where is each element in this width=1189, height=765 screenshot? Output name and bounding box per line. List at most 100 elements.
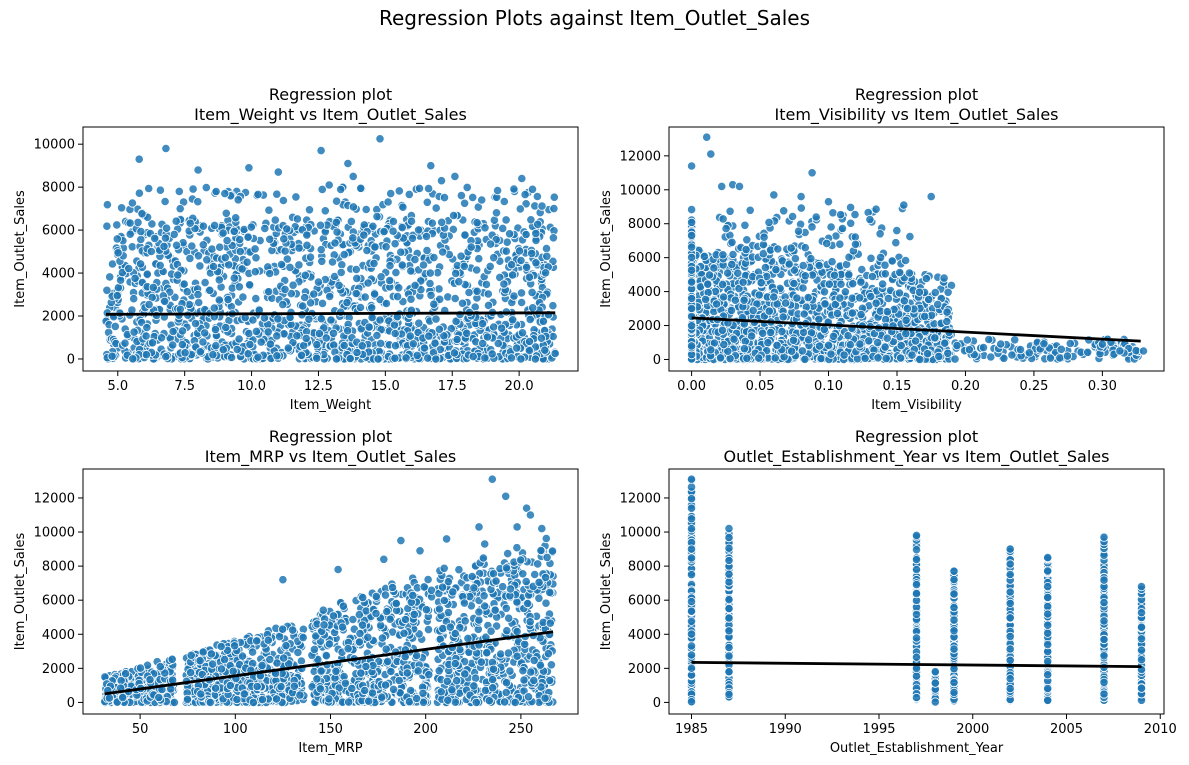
scatter-point: [759, 232, 769, 242]
scatter-point: [221, 208, 231, 218]
scatter-point: [214, 295, 224, 305]
scatter-point: [492, 186, 503, 196]
scatter-point: [198, 221, 208, 231]
scatter-point: [208, 261, 219, 272]
scatter-point: [457, 298, 468, 308]
scatter-point: [686, 265, 697, 275]
scatter-point: [770, 353, 780, 363]
scatter-point: [324, 180, 334, 190]
scatter-point: [542, 251, 552, 261]
scatter-point: [515, 204, 525, 214]
scatter-point: [718, 250, 728, 260]
scatter-point: [719, 339, 729, 350]
scatter-point: [538, 316, 549, 326]
scatter-point: [195, 261, 205, 271]
scatter-point: [270, 215, 280, 225]
scatter-point: [730, 295, 740, 305]
scatter-point: [847, 308, 858, 318]
scatter-point: [489, 253, 499, 263]
scatter-point: [1115, 346, 1125, 356]
scatter-point: [348, 233, 358, 243]
scatter-point: [211, 341, 221, 351]
scatter-point: [506, 353, 516, 363]
scatter-point: [900, 255, 911, 266]
scatter-point: [278, 195, 288, 206]
scatter-point: [302, 240, 312, 250]
scatter-point: [436, 176, 447, 186]
scatter-point: [243, 349, 253, 359]
scatter-point: [376, 272, 386, 282]
scatter-point: [506, 260, 517, 270]
scatter-point: [548, 301, 558, 311]
scatter-point: [686, 252, 697, 262]
scatter-point: [915, 354, 925, 364]
scatter-point: [835, 210, 846, 220]
scatter-point: [198, 337, 208, 347]
scatter-point: [419, 343, 429, 353]
scatter-point: [282, 224, 292, 234]
scatter-point: [448, 224, 458, 234]
scatter-point: [359, 230, 369, 240]
scatter-point: [431, 354, 441, 364]
scatter-point: [1024, 348, 1034, 358]
scatter-point: [739, 295, 749, 305]
scatter-point: [426, 290, 436, 300]
x-axis-label: Item_Visibility: [871, 398, 962, 413]
scatter-point: [345, 353, 355, 364]
scatter-point: [390, 328, 400, 339]
scatter-point: [336, 267, 346, 277]
scatter-point: [717, 279, 728, 290]
scatter-point: [127, 198, 137, 208]
y-tick-label: 0: [67, 352, 75, 367]
scatter-point: [406, 294, 416, 304]
scatter-point: [321, 651, 331, 661]
scatter-point: [292, 331, 302, 341]
scatter-point: [404, 189, 414, 199]
scatter-point: [160, 233, 171, 243]
scatter-point: [844, 270, 854, 280]
scatter-point: [832, 308, 843, 318]
scatter-point: [327, 257, 338, 267]
x-tick-label: 0.25: [1019, 379, 1048, 394]
scatter-point: [117, 203, 127, 213]
scatter-point: [480, 223, 490, 233]
scatter-point: [320, 206, 330, 216]
scatter-point: [171, 216, 181, 226]
scatter-point: [521, 262, 532, 272]
scatter-point: [715, 353, 726, 363]
scatter-point: [434, 324, 444, 334]
scatter-point: [738, 277, 748, 287]
scatter-point: [136, 259, 146, 269]
scatter-point: [799, 309, 809, 319]
x-tick-label: 5.0: [107, 379, 128, 394]
scatter-point: [499, 279, 509, 289]
scatter-point: [964, 345, 975, 355]
scatter-point: [934, 351, 944, 361]
scatter-point: [369, 289, 380, 299]
scatter-point: [137, 209, 147, 219]
scatter-point: [516, 288, 527, 298]
scatter-point: [1065, 338, 1075, 349]
scatter-point: [726, 305, 737, 315]
scatter-point: [914, 287, 925, 297]
scatter-point: [407, 233, 418, 243]
scatter-point: [837, 223, 848, 234]
scatter-point: [147, 338, 158, 348]
scatter-point: [892, 226, 902, 236]
scatter-point: [521, 229, 531, 240]
scatter-point: [430, 338, 440, 348]
scatter-point: [531, 258, 541, 268]
scatter-point: [741, 245, 751, 255]
scatter-point: [922, 349, 933, 359]
scatter-point: [540, 345, 550, 355]
scatter-point: [796, 192, 806, 202]
scatter-point: [481, 279, 491, 289]
scatter-point: [729, 334, 739, 344]
scatter-point: [739, 344, 750, 354]
scatter-point: [235, 235, 245, 245]
scatter-point: [703, 279, 713, 289]
scatter-point: [202, 255, 212, 265]
scatter-point: [1045, 353, 1056, 363]
scatter-point: [477, 195, 487, 205]
scatter-point: [769, 190, 779, 200]
